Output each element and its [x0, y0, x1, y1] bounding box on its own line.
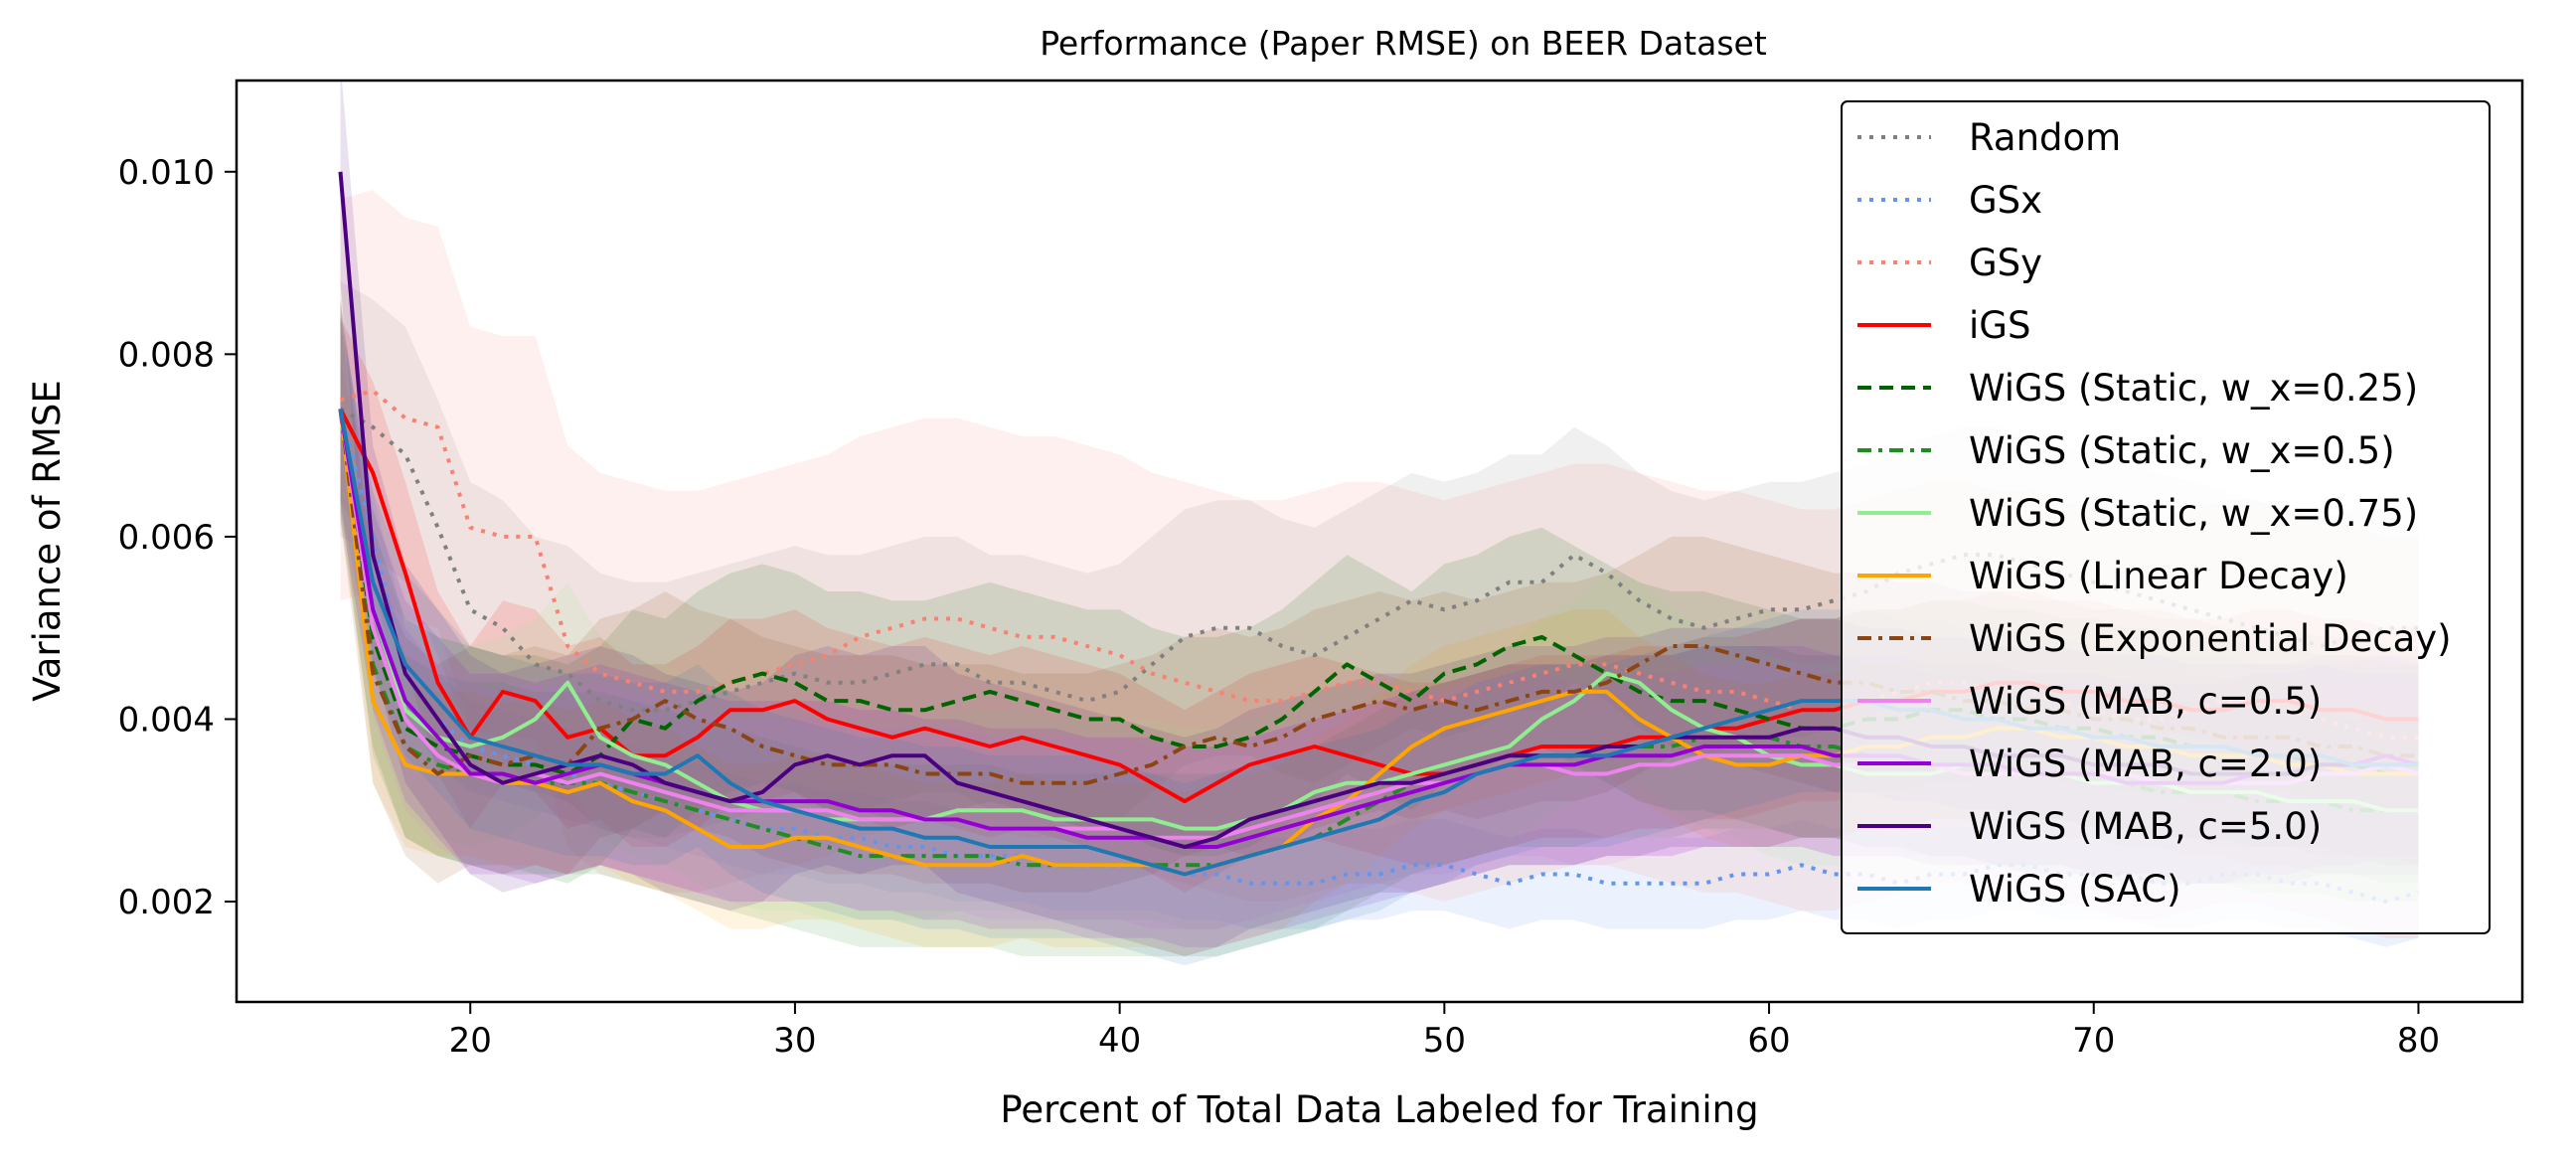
x-tick-label: 50 — [1423, 1021, 1466, 1061]
y-tick-label: 0.010 — [118, 153, 215, 193]
legend-label-wigs-mab-c-2-0: WiGS (MAB, c=2.0) — [1969, 743, 2322, 785]
y-tick-label: 0.004 — [118, 700, 215, 740]
legend-label-gsx: GSx — [1969, 179, 2042, 222]
legend-label-wigs-linear-decay: WiGS (Linear Decay) — [1969, 555, 2348, 597]
chart-title: Performance (Paper RMSE) on BEER Dataset — [1040, 24, 1767, 63]
x-tick-label: 80 — [2397, 1021, 2440, 1061]
plot-frame — [235, 79, 2524, 1004]
x-axis-ticks: 20 30 40 50 60 70 80 — [449, 1002, 2440, 1061]
x-tick-label: 30 — [773, 1021, 816, 1061]
x-axis-label: Percent of Total Data Labeled for Traini… — [1000, 1088, 1758, 1131]
series-line-wigs-static-w-x-0-5 — [338, 409, 2419, 868]
y-axis-ticks: 0.002 0.004 0.006 0.008 0.010 — [118, 153, 237, 922]
legend-label-wigs-static-w-x-0-25: WiGS (Static, w_x=0.25) — [1969, 367, 2418, 410]
x-tick-label: 20 — [449, 1021, 492, 1061]
y-axis-label: Variance of RMSE — [26, 380, 69, 702]
x-tick-label: 40 — [1098, 1021, 1141, 1061]
x-tick-label: 70 — [2072, 1021, 2115, 1061]
legend-label-wigs-sac: WiGS (SAC) — [1969, 868, 2181, 911]
band-gsx — [340, 363, 2419, 947]
series-line-wigs-static-w-x-0-25 — [338, 409, 2419, 776]
y-tick-label: 0.008 — [118, 335, 215, 375]
legend-label-wigs-static-w-x-0-5: WiGS (Static, w_x=0.5) — [1969, 429, 2395, 472]
y-tick-label: 0.006 — [118, 518, 215, 558]
band-wigs-sac — [340, 317, 2419, 966]
legend-label-gsy: GSy — [1969, 242, 2042, 284]
x-tick-label: 60 — [1747, 1021, 1790, 1061]
series-line-gsx — [338, 408, 2420, 904]
legend-label-wigs-static-w-x-0-75: WiGS (Static, w_x=0.75) — [1969, 492, 2418, 535]
legend-label-wigs-exponential-decay: WiGS (Exponential Decay) — [1969, 617, 2452, 660]
series-line-wigs-exponential-decay — [338, 409, 2419, 785]
legend: Random GSx GSy iGS WiGS (Static, w_x=0.25) Wi… — [1841, 100, 2491, 934]
y-tick-label: 0.002 — [118, 883, 215, 922]
legend-label-wigs-mab-c-0-5: WiGS (MAB, c=0.5) — [1969, 680, 2322, 723]
series-line-gsy — [339, 389, 2419, 740]
legend-box — [1841, 100, 2491, 934]
legend-label-random: Random — [1969, 116, 2121, 159]
legend-label-igs: iGS — [1969, 304, 2030, 347]
legend-label-wigs-mab-c-5-0: WiGS (MAB, c=5.0) — [1969, 805, 2322, 848]
